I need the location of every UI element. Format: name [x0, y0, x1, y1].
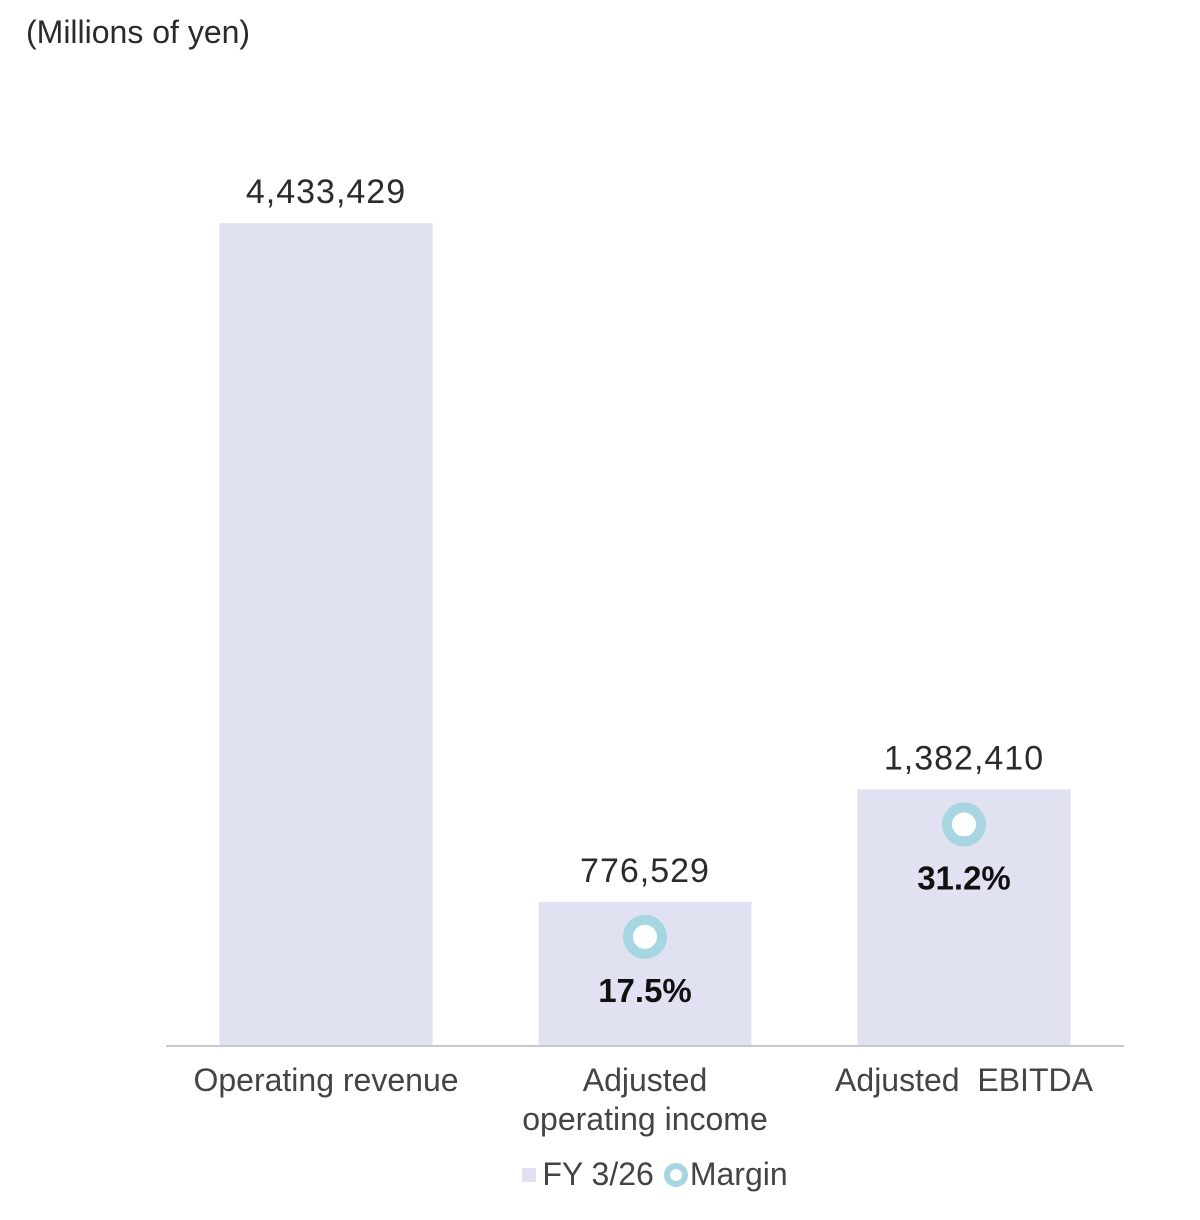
margin-marker-1	[623, 914, 667, 959]
legend-bar-swatch	[522, 1167, 537, 1182]
bar-chart: 4,433,429 Operating revenue 776,529 Adjuste…	[166, 173, 1124, 1137]
bar-value-label-1: 776,529	[580, 852, 710, 890]
bar-value-label-0: 4,433,429	[246, 173, 406, 211]
legend-margin-label: Margin	[689, 1156, 788, 1192]
margin-value-label-1: 17.5%	[598, 972, 692, 1009]
unit-label: (Millions of yen)	[26, 14, 251, 50]
margin-marker-2	[942, 802, 986, 847]
legend: FY 3/26 Margin	[0, 1156, 1200, 1193]
bar-0	[219, 223, 433, 1046]
legend-margin-marker-icon	[663, 1162, 688, 1187]
category-label-0-0: Operating revenue	[193, 1062, 458, 1098]
bar-value-label-2: 1,382,410	[884, 739, 1044, 777]
legend-bar-label: FY 3/26	[542, 1156, 654, 1192]
margin-value-label-2: 31.2%	[917, 859, 1011, 896]
category-label-1-1: operating income	[522, 1101, 767, 1137]
category-label-1-0: Adjusted	[583, 1062, 708, 1098]
category-label-2-0: Adjusted EBITDA	[835, 1062, 1094, 1098]
